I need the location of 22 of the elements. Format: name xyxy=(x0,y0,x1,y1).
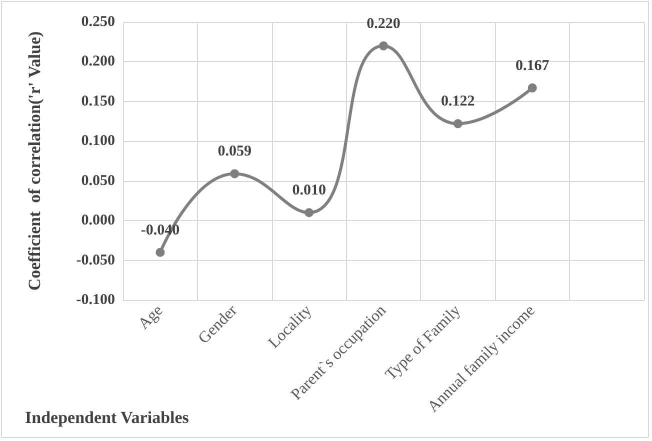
y-tick-label: 0.250 xyxy=(81,14,115,30)
x-axis-title: Independent Variables xyxy=(25,408,190,427)
data-label: 0.010 xyxy=(292,182,326,199)
point xyxy=(304,208,314,218)
point xyxy=(230,169,240,178)
y-axis-title: Coefficient of correlation('r' Value) xyxy=(25,31,44,291)
y-tick-label: 0.200 xyxy=(81,54,115,70)
data-label: 0.167 xyxy=(515,58,550,74)
x-tick-label: Age xyxy=(135,302,166,333)
point xyxy=(156,248,165,257)
point xyxy=(379,41,388,50)
y-tick-label: -0.100 xyxy=(76,292,115,308)
y-tick-label: 0.000 xyxy=(81,212,115,229)
point xyxy=(528,83,537,92)
y-tick-label: 0.100 xyxy=(81,133,115,150)
y-tick-label: 0.150 xyxy=(81,93,115,110)
y-tick-label: 0.050 xyxy=(81,172,115,189)
data-label: 0.122 xyxy=(441,94,475,110)
data-label: 0.059 xyxy=(218,144,252,160)
point xyxy=(453,119,462,128)
data-label: 0.220 xyxy=(366,16,400,32)
y-tick-label: -0.050 xyxy=(76,252,115,268)
